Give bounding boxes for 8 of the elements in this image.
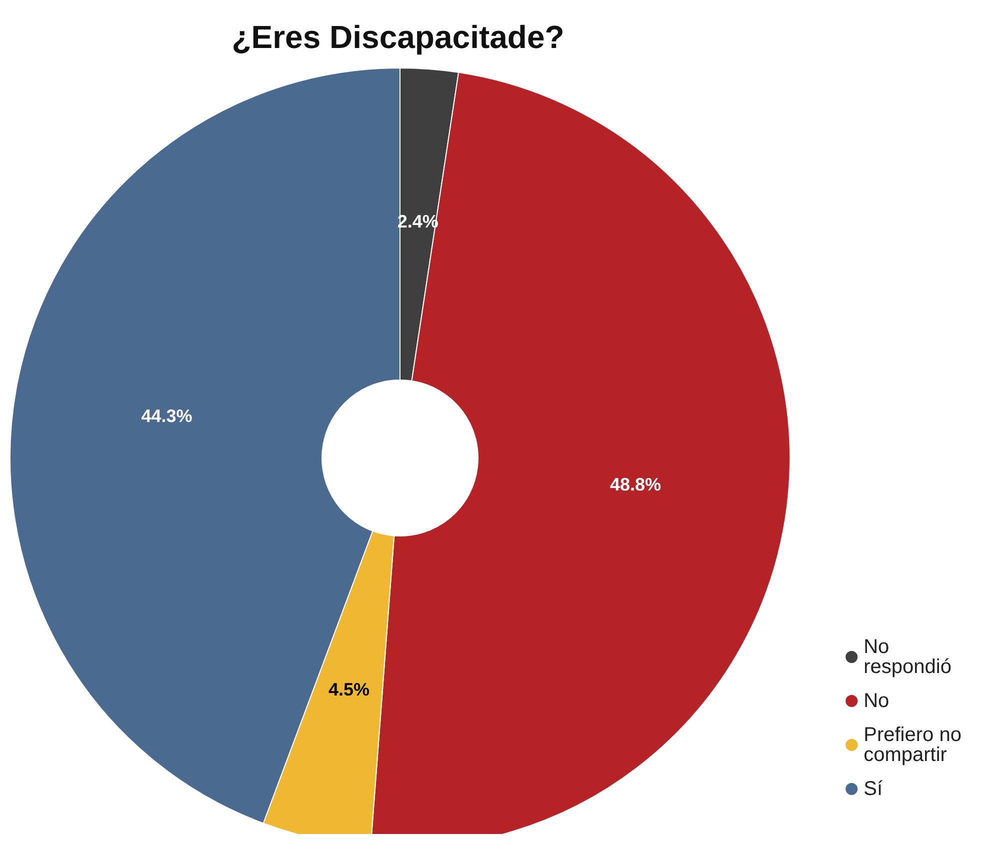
chart-title: ¿Eres Discapacitade? — [232, 19, 564, 55]
data-label: 48.8% — [610, 474, 662, 495]
legend-label: No respondió — [864, 636, 952, 678]
data-label: 4.5% — [328, 679, 370, 700]
legend-label: Sí — [864, 778, 883, 800]
legend-label: No — [864, 690, 890, 712]
legend-label: Prefiero no compartir — [864, 724, 967, 766]
data-label: 44.3% — [141, 406, 192, 426]
